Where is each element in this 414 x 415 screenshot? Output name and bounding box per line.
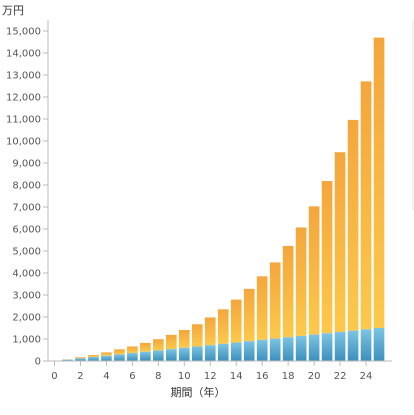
y-axis: 0 1,000 2,000 3,000 4,000 5,000 6,000 7,000 8,00… [6,20,49,368]
bar-gain [101,352,112,356]
bar-principal [334,331,346,361]
y-tick-label: 0 [35,357,41,368]
x-tick-label: 20 [308,371,321,382]
y-tick-label: 5,000 [12,247,41,258]
y-tick-label: 14,000 [6,49,41,60]
bar-gain [282,245,294,338]
bar-gain [334,152,346,332]
bar-gain [75,357,86,359]
bar-gain [360,81,372,330]
bar-gain [321,181,333,334]
bar-principal [88,357,99,361]
bar-principal [217,343,229,361]
bar-gain [140,342,151,352]
bar-layer [62,37,385,361]
x-tick-label: 14 [230,371,243,382]
x-tick-label: 4 [103,371,109,382]
y-tick-label: 3,000 [12,291,41,302]
bar-principal [114,354,125,361]
x-axis: 0 2 4 6 8 10 12 14 16 18 20 22 24 [48,360,392,382]
bar-gain [191,324,203,347]
y-tick-label: 12,000 [6,93,41,104]
bar-gain [178,329,190,348]
y-tick-label: 10,000 [6,137,41,148]
bar-principal [140,351,151,361]
bar-principal [282,337,294,361]
y-tick-label: 11,000 [6,115,41,126]
bar-gain [373,37,385,328]
bar-gain [127,346,138,354]
y-tick-label: 2,000 [12,313,41,324]
x-tick-label: 8 [155,371,161,382]
bar-gain [243,288,255,342]
bar-principal [204,345,216,361]
bar-principal [373,328,385,361]
bar-principal [256,339,268,361]
bar-principal [243,341,255,361]
bar-principal [321,333,333,361]
y-tick-label: 1,000 [12,335,41,346]
x-tick-label: 6 [129,371,135,382]
bar-gain [269,262,281,339]
bar-gain [256,276,268,340]
bar-principal [230,342,242,361]
y-tick-label: 6,000 [12,225,41,236]
bar-gain [165,334,177,350]
bar-principal [178,347,190,361]
bar-principal [191,346,203,361]
y-tick-label: 8,000 [12,181,41,192]
x-axis-label: 期間（年） [171,385,226,399]
y-tick-label: 7,000 [12,203,41,214]
x-tick-label: 0 [51,371,57,382]
bar-gain [114,349,125,355]
x-tick-label: 12 [204,371,217,382]
bar-principal [269,338,281,361]
y-tick-label: 4,000 [12,269,41,280]
bar-gain [308,206,320,335]
x-tick-label: 22 [334,371,347,382]
bar-principal [101,355,112,361]
bar-gain [88,355,99,358]
x-tick-label: 10 [178,371,191,382]
x-tick-label: 16 [256,371,269,382]
bar-gain [230,299,242,343]
bar-gain [153,339,164,351]
y-unit-label: 万円 [2,4,24,17]
bar-gain [295,227,307,336]
y-tick-label: 15,000 [6,27,41,38]
bar-gain [347,119,359,331]
y-tick-label: 13,000 [6,71,41,82]
bar-principal [295,335,307,361]
x-tick-label: 18 [282,371,295,382]
x-tick-label: 24 [360,371,373,382]
bar-principal [62,359,73,361]
bar-principal [127,353,138,361]
bar-principal [153,350,164,361]
bar-principal [360,329,372,361]
bar-principal [347,330,359,361]
bar-principal [165,349,177,361]
bar-principal [308,334,320,361]
y-tick-label: 9,000 [12,159,41,170]
x-tick-label: 2 [77,371,83,382]
bar-gain [204,317,216,346]
bar-gain [217,309,229,344]
bar-principal [75,358,86,361]
